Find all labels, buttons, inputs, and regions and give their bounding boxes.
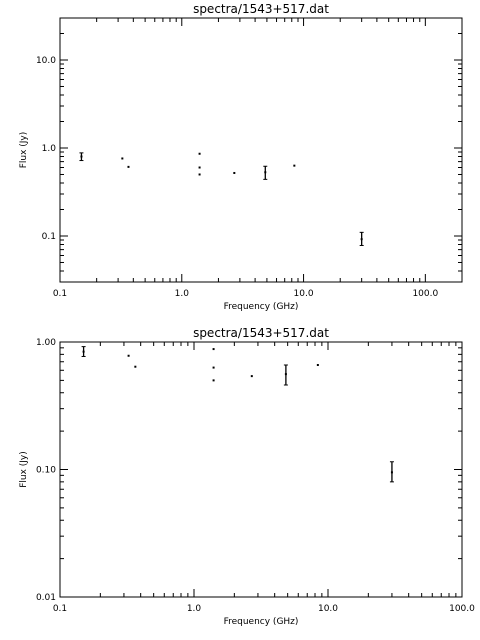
data-point [233, 171, 236, 174]
plot-frame [59, 341, 463, 598]
y-tick-label: 0.1 [42, 232, 56, 242]
y-tick-label: 1.00 [36, 338, 56, 348]
data-point [360, 238, 363, 241]
data-point [121, 157, 124, 160]
data-point [127, 354, 130, 357]
x-tick-label: 0.1 [53, 289, 67, 299]
data-point [134, 365, 137, 368]
x-tick-label: 10.0 [294, 289, 314, 299]
x-tick-label: 0.1 [53, 604, 67, 614]
y-tick-label: 10.0 [36, 56, 56, 66]
chart-title: spectra/1543+517.dat [193, 2, 329, 16]
x-tick-label: 1.0 [175, 289, 190, 299]
x-axis-label: Frequency (GHz) [224, 617, 299, 627]
data-point [82, 350, 85, 353]
data-point [250, 375, 253, 378]
y-tick-label: 0.01 [36, 593, 56, 603]
x-axis-label: Frequency (GHz) [224, 302, 299, 312]
x-tick-label: 1.0 [187, 604, 202, 614]
y-tick-label: 1.0 [42, 144, 57, 154]
data-point [293, 164, 296, 167]
data-point [212, 366, 215, 369]
data-point [127, 165, 130, 168]
y-tick-label: 0.10 [36, 466, 56, 476]
chart-1: spectra/1543+517.dat Frequency (GHz) Flux … [19, 2, 463, 312]
data-point [316, 364, 319, 367]
data-point [212, 379, 215, 382]
x-tick-label: 100.0 [449, 604, 475, 614]
chart-2: spectra/1543+517.dat Frequency (GHz) Flux … [19, 326, 475, 627]
x-tick-label: 100.0 [412, 289, 438, 299]
plot-frame [59, 17, 463, 283]
chart-title: spectra/1543+517.dat [193, 326, 329, 340]
x-tick-label: 10.0 [318, 604, 338, 614]
data-point [198, 166, 201, 169]
data-point [198, 152, 201, 155]
data-point [80, 155, 83, 158]
data-point [264, 171, 267, 174]
y-axis-label: Flux (Jy) [19, 132, 29, 169]
data-point [390, 471, 393, 474]
data-point [284, 373, 287, 376]
data-point [198, 173, 201, 176]
data-point [212, 348, 215, 351]
y-axis-label: Flux (Jy) [19, 451, 29, 488]
